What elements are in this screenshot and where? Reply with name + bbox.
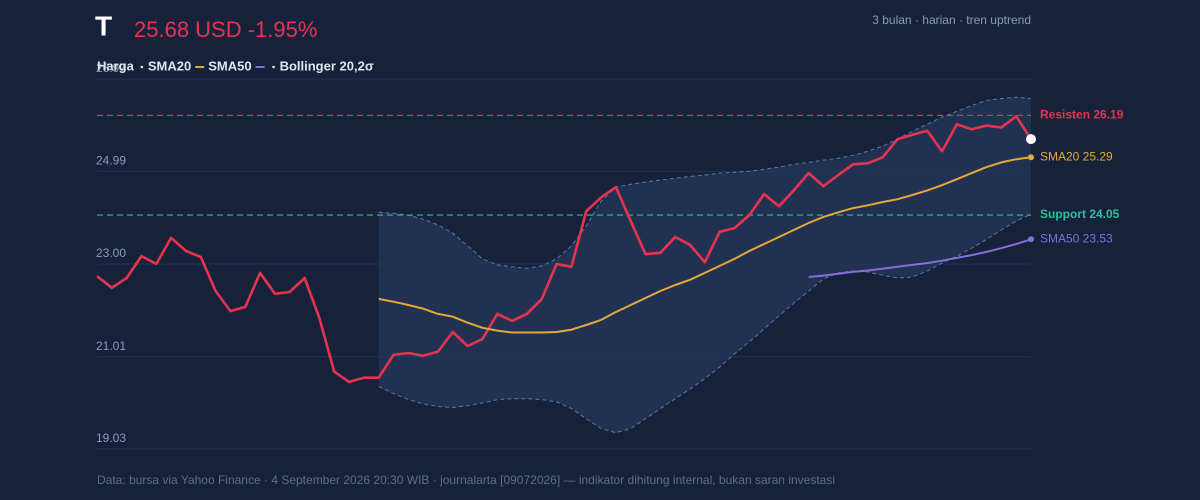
reference-label: Resisten 26.19	[1040, 108, 1124, 122]
legend-label: Harga	[97, 58, 135, 73]
footer: Data: bursa via Yahoo Finance · 4 Septem…	[97, 473, 835, 487]
legend-label: Bollinger 20,2σ	[280, 58, 374, 73]
legend-label: SMA20	[148, 58, 191, 73]
last-price-dot	[1026, 134, 1036, 145]
reference-label: Support 24.05	[1040, 207, 1120, 221]
legend-separator	[140, 65, 144, 69]
y-tick-label: 24.99	[96, 153, 126, 167]
series-line	[96, 115, 1033, 384]
quote: 25.68 USD -1.95%	[134, 17, 317, 42]
legend-separator	[272, 65, 275, 69]
series-line	[808, 238, 1032, 278]
band-upper	[378, 96, 1032, 269]
ticker: T	[95, 10, 112, 41]
band-fill	[378, 97, 1031, 433]
y-tick-label: 26.97	[96, 61, 126, 75]
subtitle: 3 bulan · harian · tren uptrend	[872, 13, 1031, 27]
legend-label: SMA50	[208, 58, 251, 73]
series-end-label: SMA50 23.53	[1040, 231, 1113, 245]
y-tick-label: 19.03	[96, 431, 126, 445]
band-lower	[378, 213, 1032, 434]
series-end-label: SMA20 25.29	[1040, 149, 1113, 163]
y-tick-label: 21.01	[96, 339, 126, 353]
series-end-dot	[1028, 154, 1034, 161]
y-tick-label: 23.00	[96, 246, 126, 260]
series-line	[378, 156, 1032, 334]
series-end-dot	[1028, 236, 1034, 243]
